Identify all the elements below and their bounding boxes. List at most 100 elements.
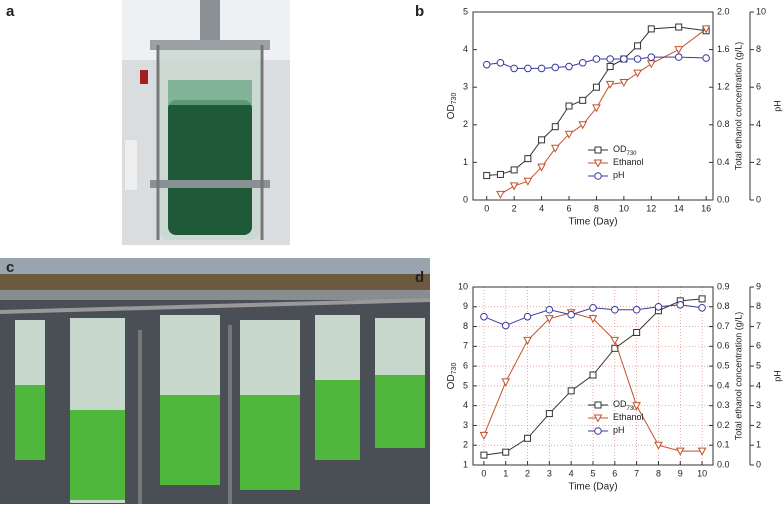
marker <box>496 58 505 67</box>
y2-tick-label: 0.8 <box>717 301 730 311</box>
x-tick-label: 7 <box>634 468 639 478</box>
y3-tick-label: 8 <box>756 301 761 311</box>
legend-label: OD730 <box>613 144 637 156</box>
y-axis-title-sub: 730 <box>451 363 458 375</box>
y-axis-title-main: OD <box>446 104 457 119</box>
x-tick-label: 12 <box>646 203 656 213</box>
marker <box>589 303 597 312</box>
marker <box>480 451 488 459</box>
marker <box>697 447 707 456</box>
marker <box>578 58 587 67</box>
y-tick-label: 2 <box>463 119 468 129</box>
y3-axis-title: pH <box>772 370 782 382</box>
marker <box>610 336 620 345</box>
marker <box>509 182 519 191</box>
marker <box>482 60 491 69</box>
y2-tick-label: 0.4 <box>717 157 730 167</box>
panel-label: c <box>6 259 14 276</box>
x-tick-label: 3 <box>547 468 552 478</box>
legend-label: OD730 <box>613 399 637 411</box>
y-tick-label: 5 <box>463 380 468 390</box>
marker <box>524 434 532 442</box>
marker <box>676 301 685 309</box>
marker <box>632 305 641 314</box>
marker <box>501 378 511 387</box>
marker <box>551 123 559 131</box>
marker <box>523 177 533 186</box>
panel-label: d <box>415 269 424 286</box>
y2-tick-label: 0.0 <box>717 194 730 204</box>
marker <box>632 402 641 411</box>
y3-axis-title: pH <box>772 100 782 112</box>
marker <box>633 55 642 63</box>
x-tick-label: 10 <box>619 203 629 213</box>
marker <box>524 64 532 73</box>
y-tick-label: 7 <box>463 341 468 351</box>
legend-label-main: OD <box>613 399 627 409</box>
x-tick-label: 0 <box>484 203 489 213</box>
marker <box>551 63 560 72</box>
y3-tick-label: 8 <box>756 44 761 54</box>
legend-marker <box>594 146 602 154</box>
marker <box>578 121 588 130</box>
x-axis-title: Time (Day) <box>568 482 617 493</box>
y-tick-label: 9 <box>463 301 468 311</box>
y3-tick-label: 4 <box>756 380 761 390</box>
marker <box>654 302 663 311</box>
marker <box>698 295 706 303</box>
y-tick-label: 8 <box>463 321 468 331</box>
marker <box>510 64 518 73</box>
y-axis-title-main: OD <box>446 374 457 389</box>
marker <box>565 102 573 110</box>
marker <box>592 55 601 63</box>
marker <box>605 80 615 89</box>
panel-label: a <box>6 3 15 20</box>
photo-bioreactor: a <box>6 0 290 245</box>
y3-tick-label: 6 <box>756 82 761 92</box>
y3-tick-label: 4 <box>756 119 761 129</box>
marker <box>496 190 505 199</box>
x-tick-label: 1 <box>503 468 508 478</box>
x-axis-title: Time (Day) <box>568 217 617 228</box>
marker <box>592 104 601 113</box>
marker <box>633 328 641 336</box>
legend-label-main: pH <box>613 425 625 435</box>
marker <box>545 305 554 314</box>
y3-tick-label: 5 <box>756 360 761 370</box>
marker <box>483 172 491 180</box>
y2-axis-title: Total ethanol concentration (g/L) <box>733 42 743 171</box>
marker <box>567 310 575 319</box>
y2-tick-label: 0.6 <box>717 341 730 351</box>
marker <box>702 54 710 62</box>
y-tick-label: 1 <box>463 157 468 167</box>
series-line <box>483 312 703 452</box>
y2-axis-title: Total ethanol concentration (g/L) <box>733 312 743 441</box>
marker <box>523 336 532 345</box>
marker <box>480 312 488 321</box>
y3-tick-label: 1 <box>756 440 761 450</box>
x-tick-label: 4 <box>569 468 574 478</box>
series-line <box>500 28 707 195</box>
y3-tick-label: 2 <box>756 420 761 430</box>
plot-frame <box>472 286 714 466</box>
x-tick-label: 9 <box>678 468 683 478</box>
y3-tick-label: 3 <box>756 400 761 410</box>
legend-marker <box>593 159 603 168</box>
marker <box>565 62 573 71</box>
marker <box>646 60 656 69</box>
legend-label-sub: 730 <box>627 406 638 412</box>
y-axis-title-sub: 730 <box>451 93 458 105</box>
marker <box>674 46 684 55</box>
marker <box>675 447 685 456</box>
marker <box>606 63 614 71</box>
x-tick-label: 5 <box>590 468 595 478</box>
x-tick-label: 0 <box>481 468 486 478</box>
y-tick-label: 1 <box>463 459 468 469</box>
legend-label-main: Ethanol <box>613 412 644 422</box>
x-tick-label: 14 <box>674 203 684 213</box>
y-tick-label: 3 <box>463 420 468 430</box>
y3-tick-label: 10 <box>756 6 766 16</box>
marker <box>611 305 619 314</box>
marker <box>523 312 532 321</box>
